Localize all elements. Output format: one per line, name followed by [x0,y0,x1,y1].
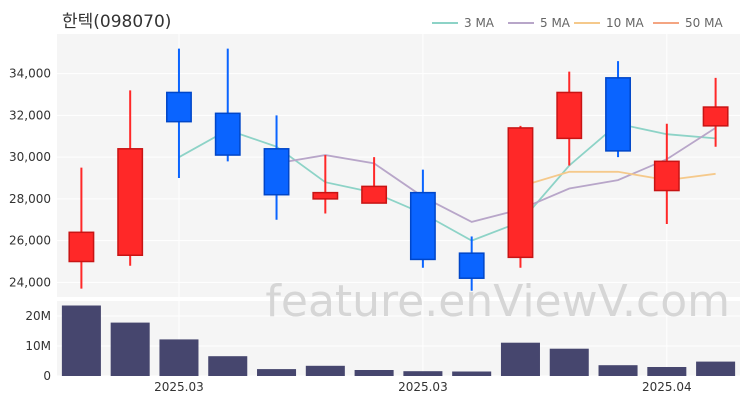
price-tick-label: 34,000 [9,67,51,81]
volume-bar [208,356,248,376]
ma5-line [276,127,717,223]
candle-up [117,148,144,257]
price-tick-label: 26,000 [9,234,51,248]
volume-bar [305,365,345,376]
volume-tick-label: 10M [25,339,51,353]
candle-up [507,127,534,259]
legend-label: 50 MA [685,16,723,30]
price-tick-label: 28,000 [9,192,51,206]
candles [68,48,729,291]
volume-bar [257,369,297,376]
volume-bars [61,305,736,376]
volume-bar [598,365,638,376]
axis-labels: 24,000 26,000 28,000 30,000 32,000 34,000 0 10M… [9,67,692,394]
volume-tick-label: 0 [43,369,51,383]
candle-up [361,185,388,204]
candle-up [556,91,583,140]
candle-down [409,191,436,261]
volume-bar [159,339,199,376]
legend-label: 3 MA [464,16,495,30]
volume-bar [696,361,736,376]
x-tick-label: 2025.04 [642,380,692,394]
candle-down [166,91,192,123]
price-tick-label: 30,000 [9,150,51,164]
volume-bar [647,367,687,376]
legend-label: 5 MA [540,16,571,30]
x-tick-label: 2025.03 [154,380,204,394]
price-tick-label: 32,000 [9,108,51,122]
candle-up [312,191,339,200]
volume-bar [452,371,492,376]
price-tick-label: 24,000 [9,275,51,289]
volume-tick-label: 20M [25,309,51,323]
candle-up [653,160,680,192]
volume-bar [403,371,443,376]
watermark: feature.enViewV.com [265,276,730,327]
candle-up [702,106,729,127]
volume-bar [110,322,150,376]
candle-down [458,252,485,279]
volume-bar [61,305,101,376]
candle-up [68,231,95,263]
candle-down [214,112,241,156]
volume-bar [549,348,589,376]
chart-title: 한텍(098070) [62,12,171,32]
candle-down [263,148,290,196]
volume-bar [500,342,540,376]
ma10-line [520,170,716,188]
volume-bar [354,370,394,376]
legend: 3 MA 5 MA 10 MA 50 MA [432,16,723,30]
candle-down [605,77,631,152]
x-tick-label: 2025.03 [398,380,448,394]
legend-label: 10 MA [606,16,644,30]
